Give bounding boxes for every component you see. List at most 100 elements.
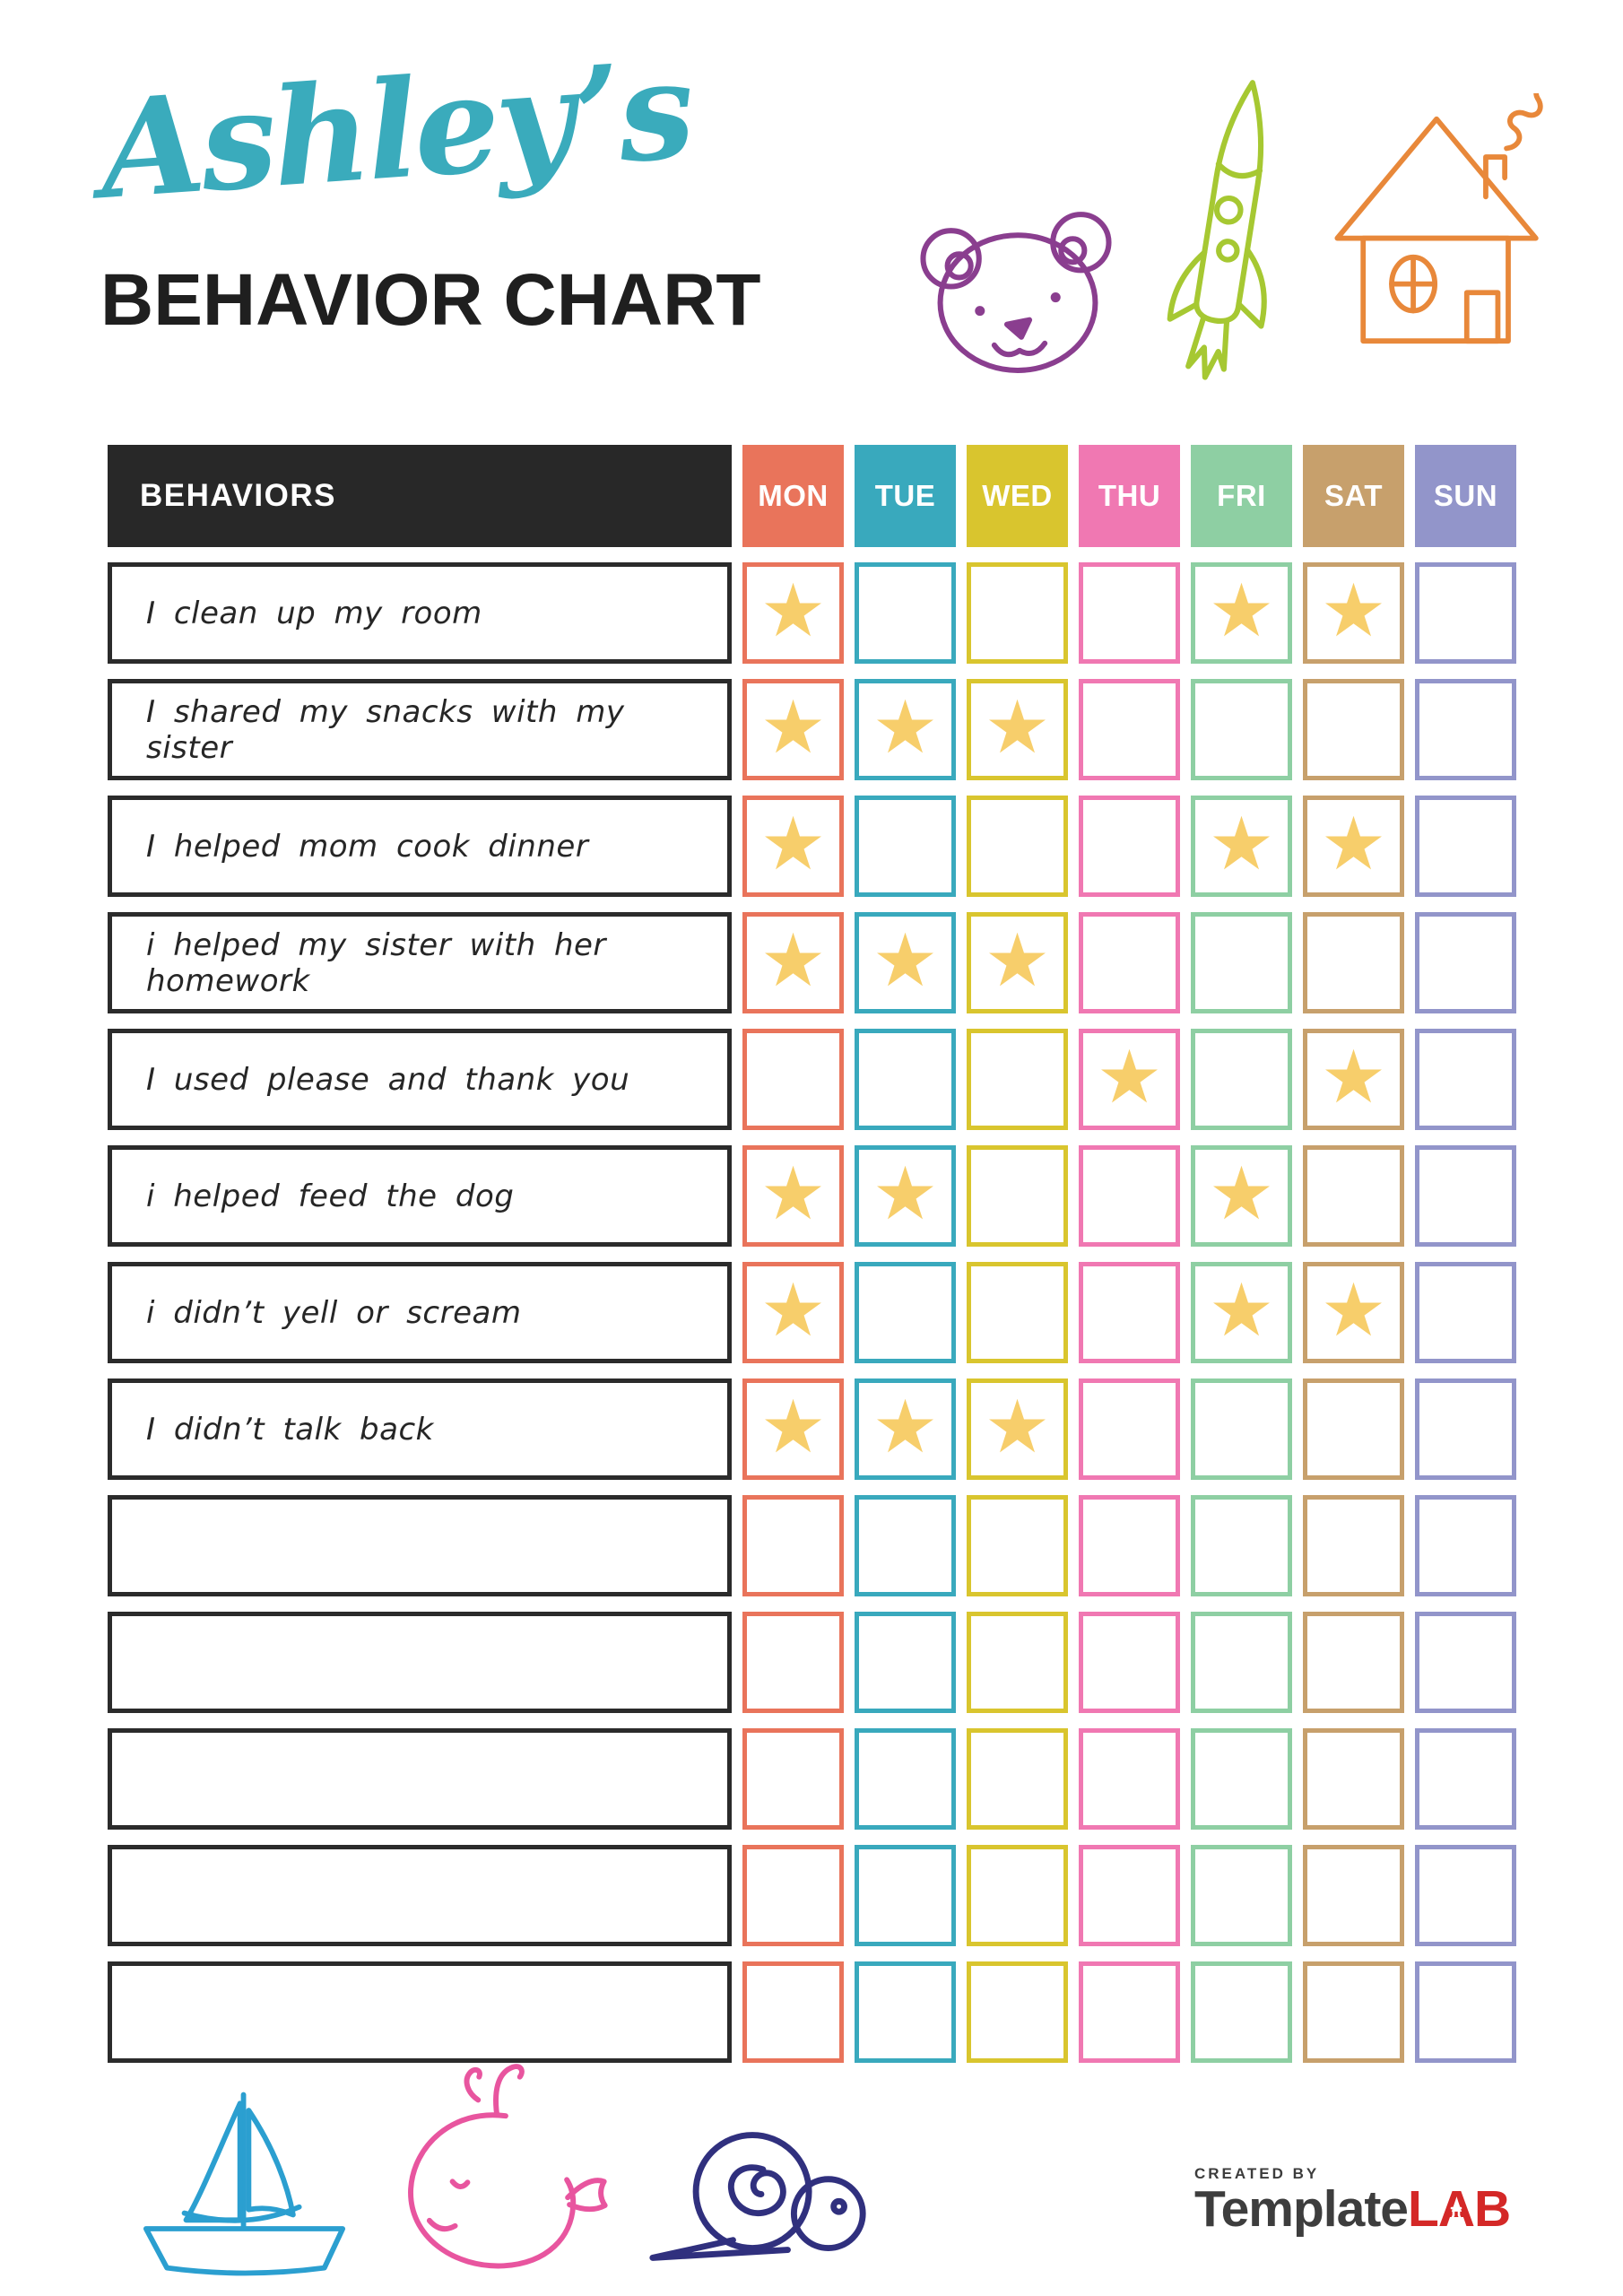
- brand-lab: LAB: [1408, 2180, 1511, 2238]
- day-header-thu: THU: [1079, 445, 1180, 547]
- day-cell-sun: [1415, 1961, 1516, 2063]
- star-icon: ★: [1208, 1151, 1275, 1237]
- day-cell-tue: ★: [855, 1378, 956, 1480]
- star-icon: ★: [759, 568, 827, 654]
- star-icon: ★: [872, 1384, 939, 1470]
- day-cell-tue: ★: [855, 1145, 956, 1247]
- day-cell-thu: [1079, 912, 1180, 1013]
- day-header-fri: FRI: [1191, 445, 1292, 547]
- behavior-cell: [108, 1495, 732, 1596]
- behavior-cell: I didn’t talk back: [108, 1378, 732, 1480]
- day-cell-wed: [967, 1612, 1068, 1713]
- day-cell-sat: [1303, 1612, 1404, 1713]
- day-cell-mon: [742, 1612, 844, 1713]
- day-cell-fri: [1191, 1728, 1292, 1830]
- day-cell-tue: [855, 562, 956, 664]
- day-cell-sat: [1303, 912, 1404, 1013]
- day-cell-tue: ★: [855, 679, 956, 780]
- day-cell-thu: [1079, 1378, 1180, 1480]
- day-cell-sat: [1303, 1845, 1404, 1946]
- star-icon: ★: [1320, 1267, 1387, 1353]
- day-cell-tue: [855, 1495, 956, 1596]
- behaviors-column-header: BEHAVIORS: [108, 445, 732, 547]
- day-cell-mon: [742, 1495, 844, 1596]
- behavior-cell: I used please and thank you: [108, 1029, 732, 1130]
- star-icon: ★: [984, 684, 1051, 770]
- star-icon: ★: [984, 1384, 1051, 1470]
- day-cell-sat: ★: [1303, 796, 1404, 897]
- day-cell-fri: [1191, 1029, 1292, 1130]
- day-cell-fri: [1191, 679, 1292, 780]
- star-icon: ★: [759, 1267, 827, 1353]
- day-cell-fri: ★: [1191, 1262, 1292, 1363]
- day-cell-wed: [967, 1495, 1068, 1596]
- star-icon: ★: [984, 918, 1051, 1004]
- day-cell-wed: [967, 1845, 1068, 1946]
- day-cell-sun: [1415, 1495, 1516, 1596]
- day-cell-wed: [967, 1961, 1068, 2063]
- page-title: BEHAVIOR CHART: [100, 259, 761, 341]
- flask-icon: [1445, 2194, 1468, 2236]
- day-cell-thu: [1079, 1262, 1180, 1363]
- day-cell-wed: [967, 562, 1068, 664]
- day-cell-thu: [1079, 796, 1180, 897]
- day-cell-mon: ★: [742, 1378, 844, 1480]
- day-cell-fri: ★: [1191, 562, 1292, 664]
- behavior-cell: i helped feed the dog: [108, 1145, 732, 1247]
- day-cell-wed: ★: [967, 1378, 1068, 1480]
- day-cell-wed: [967, 1029, 1068, 1130]
- day-cell-mon: ★: [742, 679, 844, 780]
- behavior-cell: i didn’t yell or scream: [108, 1262, 732, 1363]
- day-cell-wed: [967, 1262, 1068, 1363]
- day-cell-fri: [1191, 1612, 1292, 1713]
- day-cell-tue: [855, 1029, 956, 1130]
- day-cell-sun: [1415, 1728, 1516, 1830]
- day-cell-sun: [1415, 1262, 1516, 1363]
- star-icon: ★: [1320, 801, 1387, 887]
- day-cell-sat: [1303, 679, 1404, 780]
- star-icon: ★: [872, 1151, 939, 1237]
- brand-text: TemplateLAB: [1194, 2180, 1511, 2238]
- snail-icon: [638, 2108, 879, 2280]
- day-cell-thu: [1079, 679, 1180, 780]
- behavior-cell: I helped mom cook dinner: [108, 796, 732, 897]
- star-icon: ★: [1096, 1034, 1163, 1120]
- day-cell-fri: [1191, 1378, 1292, 1480]
- day-cell-fri: [1191, 1495, 1292, 1596]
- day-header-wed: WED: [967, 445, 1068, 547]
- rocket-icon: [1141, 75, 1316, 395]
- day-cell-sun: [1415, 562, 1516, 664]
- day-cell-thu: [1079, 562, 1180, 664]
- behavior-cell: [108, 1961, 732, 2063]
- day-cell-fri: [1191, 1961, 1292, 2063]
- day-cell-mon: ★: [742, 1145, 844, 1247]
- day-header-mon: MON: [742, 445, 844, 547]
- star-icon: ★: [1320, 1034, 1387, 1120]
- day-cell-tue: [855, 1262, 956, 1363]
- day-cell-mon: [742, 1845, 844, 1946]
- day-cell-sat: [1303, 1728, 1404, 1830]
- day-header-sun: SUN: [1415, 445, 1516, 547]
- day-cell-fri: [1191, 1845, 1292, 1946]
- whale-icon: [369, 2054, 629, 2289]
- day-cell-mon: ★: [742, 796, 844, 897]
- day-cell-sun: [1415, 1029, 1516, 1130]
- day-cell-sat: [1303, 1378, 1404, 1480]
- templatelab-logo: CREATED BY TemplateLAB: [1194, 2165, 1511, 2238]
- star-icon: ★: [1320, 568, 1387, 654]
- day-cell-thu: [1079, 1845, 1180, 1946]
- day-cell-wed: ★: [967, 912, 1068, 1013]
- day-cell-mon: ★: [742, 1262, 844, 1363]
- star-icon: ★: [759, 1151, 827, 1237]
- day-cell-thu: [1079, 1728, 1180, 1830]
- day-cell-thu: [1079, 1495, 1180, 1596]
- star-icon: ★: [759, 918, 827, 1004]
- behavior-cell: [108, 1845, 732, 1946]
- day-cell-sun: [1415, 796, 1516, 897]
- day-cell-sat: [1303, 1961, 1404, 2063]
- day-cell-sat: ★: [1303, 562, 1404, 664]
- star-icon: ★: [872, 684, 939, 770]
- day-cell-wed: [967, 796, 1068, 897]
- day-cell-fri: ★: [1191, 1145, 1292, 1247]
